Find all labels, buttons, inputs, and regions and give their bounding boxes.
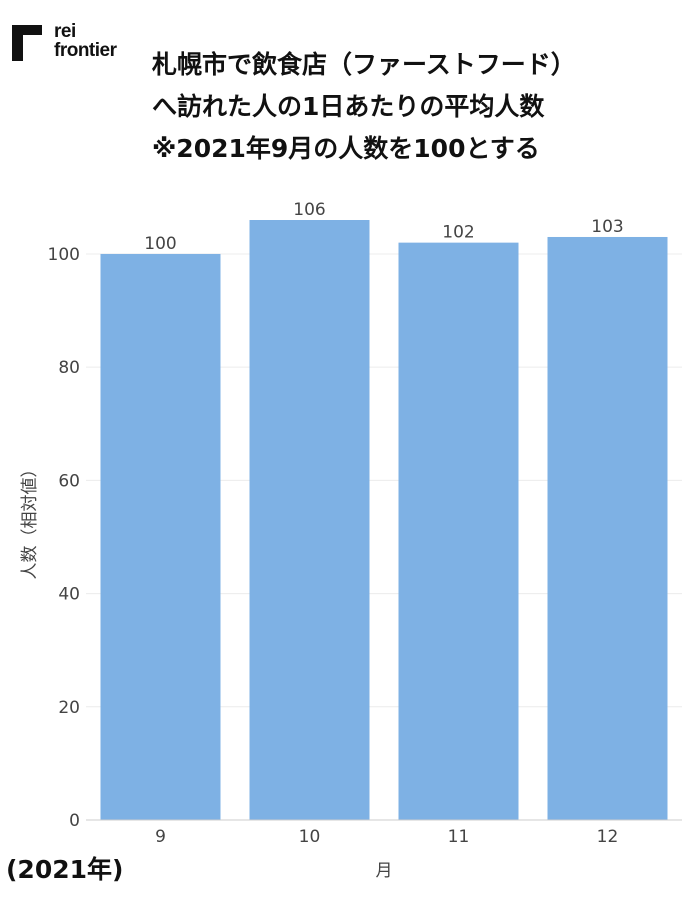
x-tick-labels: 9 10 11 12 (155, 827, 618, 847)
x-tick-label: 11 (448, 827, 470, 847)
logo-line-2: frontier (54, 40, 117, 61)
data-labels: 100 106 102 103 (144, 200, 623, 254)
chart-title-line-2: へ訪れた人の1日あたりの平均人数 (152, 92, 545, 121)
y-axis-label: 人数（相対値） (20, 461, 40, 580)
x-axis-label: 月 (376, 861, 393, 881)
y-tick-label: 80 (58, 358, 80, 378)
logo-line-1: rei (54, 21, 76, 42)
y-tick-label: 100 (48, 245, 80, 265)
bar (398, 242, 519, 821)
bar-value-label: 102 (442, 223, 474, 243)
bar-value-label: 103 (591, 217, 623, 237)
x-tick-label: 10 (299, 827, 321, 847)
bar (100, 253, 221, 820)
chart-title: 札幌市で飲食店（ファーストフード） へ訪れた人の1日あたりの平均人数 ※2021… (152, 44, 672, 170)
y-tick-labels: 0 20 40 60 80 100 (48, 245, 80, 831)
logo-mark-icon (12, 25, 42, 61)
y-tick-label: 60 (58, 471, 80, 491)
year-note: (2021年) (6, 855, 124, 884)
bar (249, 220, 370, 820)
bar-value-label: 100 (144, 234, 176, 254)
y-tick-label: 0 (69, 811, 80, 831)
x-tick-label: 12 (597, 827, 619, 847)
y-tick-label: 20 (58, 698, 80, 718)
bar-value-label: 106 (293, 200, 325, 220)
logo-text: rei frontier (54, 22, 117, 60)
bar (547, 236, 668, 820)
y-tick-label: 40 (58, 585, 80, 605)
chart-title-line-1: 札幌市で飲食店（ファーストフード） (152, 50, 576, 79)
bars (100, 220, 668, 821)
x-tick-label: 9 (155, 827, 166, 847)
chart-title-line-3: ※2021年9月の人数を100とする (152, 134, 540, 163)
